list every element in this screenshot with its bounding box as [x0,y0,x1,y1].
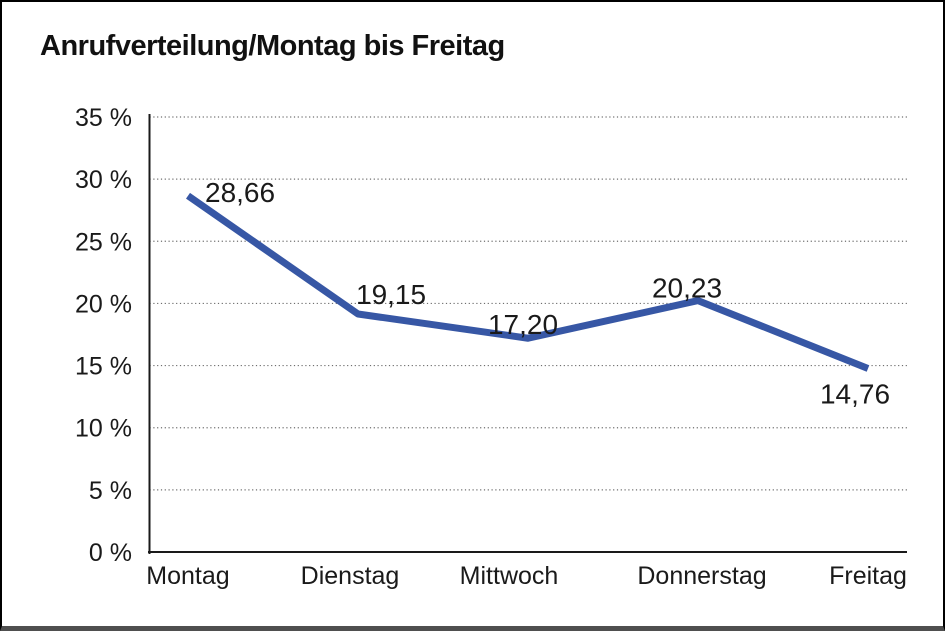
x-category-label: Dienstag [301,562,400,590]
y-tick-label: 0 % [89,539,132,567]
y-tick-label: 10 % [75,415,132,443]
chart-title: Anrufverteilung/Montag bis Freitag [40,30,505,62]
data-series [186,192,870,372]
data-point-label: 19,15 [356,279,426,310]
y-tick-label: 25 % [75,228,132,256]
axes [148,114,907,554]
y-axis-labels: 35 % 30 % 25 % 20 % 15 % 10 % 5 % 0 % [75,104,132,567]
y-tick-label: 20 % [75,290,132,318]
data-point-label: 17,20 [488,309,558,340]
y-tick-label: 35 % [75,104,132,132]
x-category-label: Mittwoch [460,562,559,590]
data-point-label: 20,23 [652,273,722,304]
data-point-label: 28,66 [205,177,275,208]
y-tick-label: 5 % [89,477,132,505]
data-line [186,192,870,372]
x-category-label: Donnerstag [637,562,766,590]
y-tick-label: 15 % [75,353,132,381]
y-tick-label: 30 % [75,166,132,194]
data-point-label: 14,76 [820,379,890,410]
value-labels: 28,66 19,15 17,20 20,23 14,76 [205,177,890,410]
x-axis-labels: Montag Dienstag Mittwoch Donnerstag Freitag [146,562,907,590]
x-category-label: Freitag [829,562,907,590]
gridlines [149,116,907,491]
x-category-label: Montag [146,562,229,590]
